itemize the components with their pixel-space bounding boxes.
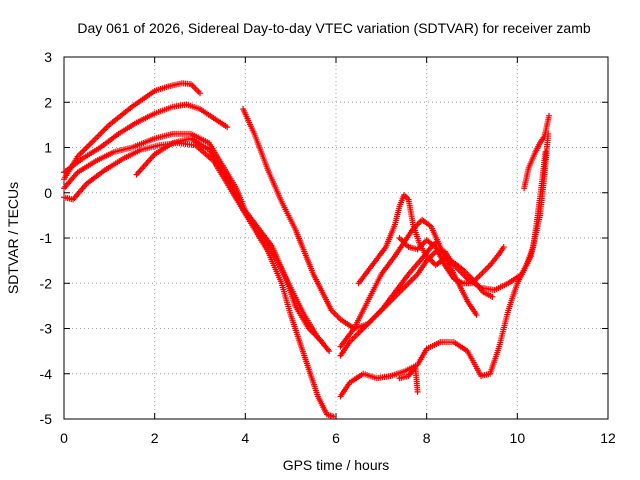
y-tick-label: -2 xyxy=(40,275,53,291)
series-track-13 xyxy=(396,363,421,395)
x-tick-label: 12 xyxy=(600,430,616,446)
data-point xyxy=(224,124,231,131)
x-tick-label: 8 xyxy=(423,430,431,446)
y-axis-label: SDTVAR / TECUs xyxy=(5,182,21,294)
y-tick-label: 2 xyxy=(44,94,52,110)
series-track-12 xyxy=(521,112,553,192)
data-points xyxy=(61,80,553,420)
x-tick-label: 0 xyxy=(60,430,68,446)
y-tick-label: 1 xyxy=(44,140,52,156)
y-tick-label: -1 xyxy=(40,230,53,246)
y-tick-label: -5 xyxy=(40,411,53,427)
chart-title: Day 061 of 2026, Sidereal Day-to-day VTE… xyxy=(77,20,590,36)
data-point xyxy=(414,388,421,395)
series-track-5 xyxy=(133,135,333,355)
data-point xyxy=(489,293,496,300)
series-track-8 xyxy=(337,130,552,359)
data-point xyxy=(473,311,480,318)
y-tick-label: 3 xyxy=(44,49,52,65)
grid xyxy=(64,57,608,419)
data-point xyxy=(330,413,337,420)
y-tick-label: -3 xyxy=(40,321,53,337)
y-tick-label: -4 xyxy=(40,366,53,382)
x-axis-label: GPS time / hours xyxy=(283,457,390,473)
y-tick-label: 0 xyxy=(44,185,52,201)
data-point xyxy=(500,244,507,251)
series-track-4 xyxy=(61,139,337,420)
data-point xyxy=(542,149,549,156)
series-track-3 xyxy=(61,130,326,346)
x-tick-label: 10 xyxy=(510,430,526,446)
series-track-2 xyxy=(61,101,231,176)
series-track-9 xyxy=(337,149,549,400)
x-tick-label: 2 xyxy=(151,430,159,446)
data-point xyxy=(326,348,333,355)
x-tick-label: 6 xyxy=(332,430,340,446)
series-track-11 xyxy=(396,235,507,287)
data-point xyxy=(546,112,553,119)
data-point xyxy=(197,90,203,97)
x-tick-label: 4 xyxy=(241,430,249,446)
series-track-1 xyxy=(61,80,203,183)
plot-frame xyxy=(63,56,609,420)
